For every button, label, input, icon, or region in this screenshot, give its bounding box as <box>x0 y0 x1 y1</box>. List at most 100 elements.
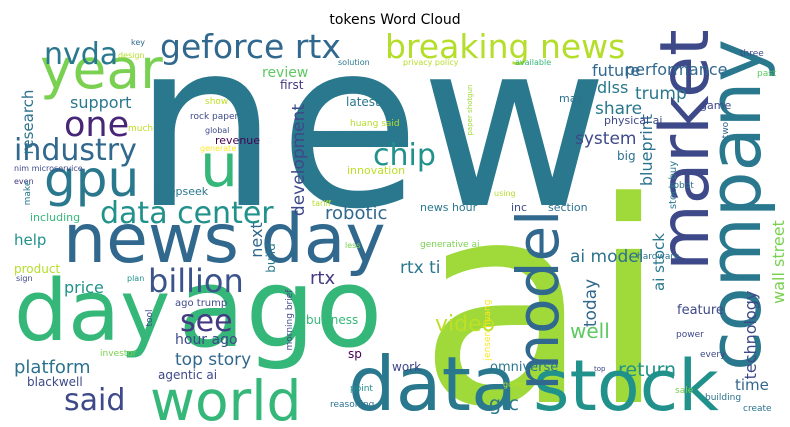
word: work <box>392 360 421 374</box>
word: stock buy <box>668 161 679 209</box>
word: big <box>617 149 636 163</box>
word: innovation <box>347 164 405 177</box>
word: return <box>618 359 676 381</box>
word: deepseek <box>155 185 209 198</box>
word: u <box>200 131 238 201</box>
word: nim microservice <box>14 164 83 173</box>
word: first <box>280 78 304 92</box>
word: build <box>264 243 278 273</box>
word: blackwell <box>27 375 83 389</box>
word: price <box>64 278 104 297</box>
word: gpu <box>44 150 139 208</box>
word: two <box>721 121 731 138</box>
word: robot <box>670 181 694 191</box>
word: market <box>646 29 725 270</box>
word: ai <box>418 143 667 427</box>
word: reasoning <box>330 400 374 410</box>
word: physical ai <box>604 114 662 127</box>
word: even <box>14 177 34 186</box>
word: rtx <box>310 268 335 289</box>
word: past <box>757 69 777 79</box>
chart-title: tokens Word Cloud <box>329 12 460 28</box>
word: see <box>180 304 233 339</box>
word: agentic ai <box>158 368 217 382</box>
word: ago trump <box>175 298 227 309</box>
word: trump <box>635 84 687 104</box>
word: power <box>676 330 704 340</box>
word: breaking news <box>385 27 625 66</box>
word: less <box>345 241 360 250</box>
word: game <box>700 99 731 112</box>
word: three <box>740 49 764 59</box>
word: tool <box>145 309 155 326</box>
word: nvda <box>44 37 118 72</box>
word: create <box>743 404 772 414</box>
word: product <box>14 262 60 276</box>
word: news day <box>63 200 386 279</box>
word: dlss <box>597 78 628 97</box>
word: rtx ti <box>400 258 441 278</box>
word: chip <box>373 138 436 173</box>
word: morning brief <box>285 289 295 351</box>
word: top <box>594 365 606 373</box>
word: building <box>705 393 741 403</box>
word: ai model <box>570 247 643 267</box>
word: feature <box>677 303 724 318</box>
word: day <box>14 262 170 361</box>
word: video <box>435 312 495 337</box>
word: solution <box>338 58 370 67</box>
word: help <box>14 231 46 249</box>
word: top story <box>175 350 251 370</box>
word: year <box>40 37 163 101</box>
word: much <box>128 124 153 134</box>
word: well <box>570 319 610 343</box>
word: rock paper <box>190 112 239 122</box>
word: industry <box>14 133 137 168</box>
word: said <box>64 383 125 418</box>
word: stock <box>533 345 719 427</box>
word: world <box>150 369 301 427</box>
word: geforce rtx <box>160 27 341 66</box>
word: data <box>348 340 517 427</box>
word: paper shotgun <box>466 84 474 135</box>
word: design <box>118 51 145 60</box>
word: gtc <box>489 393 519 415</box>
word: new <box>133 0 608 260</box>
word: system <box>575 129 636 149</box>
word: make <box>23 180 33 205</box>
word: review <box>262 65 308 81</box>
word: research <box>19 90 37 155</box>
word: huang said <box>350 119 400 129</box>
word: wall street <box>769 220 788 304</box>
word: model <box>504 210 572 391</box>
word: news hour <box>420 201 478 214</box>
word: sp <box>348 347 362 361</box>
word: jensen huang <box>483 300 493 362</box>
word: investor <box>100 349 137 359</box>
word: revenue <box>215 134 260 147</box>
word: ago <box>178 244 383 372</box>
word: platform <box>14 357 90 378</box>
word: tariff <box>312 199 332 208</box>
word: next <box>247 222 266 257</box>
word: every <box>700 350 726 360</box>
word: hour ago <box>175 332 238 348</box>
word: going <box>503 380 525 389</box>
word: available <box>515 58 551 67</box>
word: company <box>693 39 777 371</box>
word: inc <box>511 201 527 214</box>
word: performance <box>625 60 727 79</box>
word: generate <box>200 144 236 153</box>
word: technology <box>741 291 760 380</box>
word: sign <box>16 274 33 283</box>
word: development <box>289 104 309 216</box>
word: support <box>70 93 131 112</box>
word: privacy policy <box>403 58 459 67</box>
word: generative ai <box>420 240 479 250</box>
word: point <box>350 384 373 394</box>
word: data center <box>100 196 274 231</box>
word: may <box>559 92 583 105</box>
word: future <box>592 61 640 80</box>
